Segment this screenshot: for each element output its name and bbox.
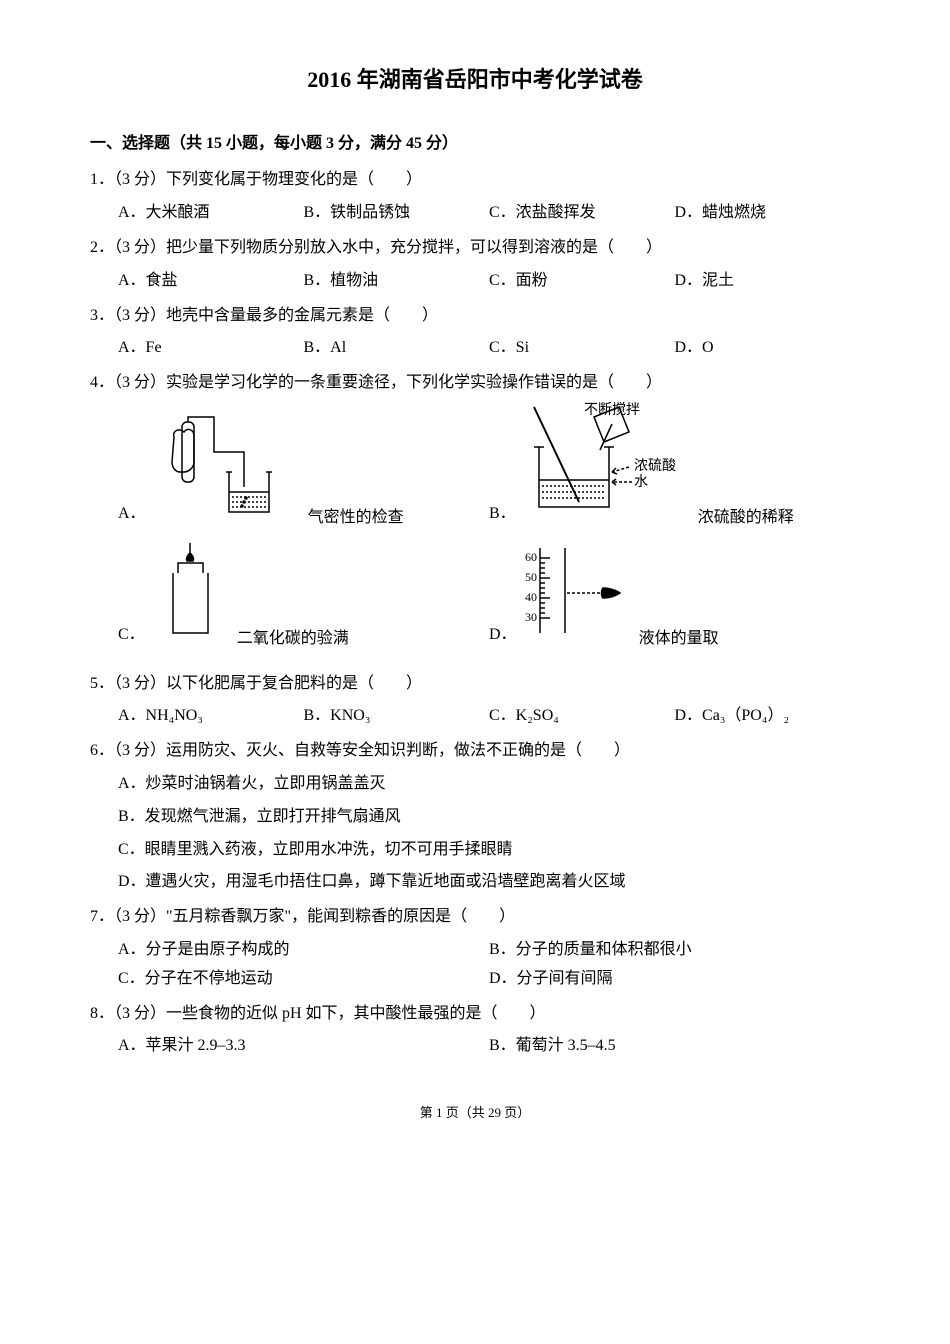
- question-1: 1．（3 分）下列变化属于物理变化的是（ ） A．大米酿酒 B．铁制品锈蚀 C．…: [90, 166, 860, 228]
- question-5: 5．（3 分）以下化肥属于复合肥料的是（ ） A．NH₄NO₃ B．KNO₃ C…: [90, 670, 860, 732]
- q1-options: A．大米酿酒 B．铁制品锈蚀 C．浓盐酸挥发 D．蜡烛燃烧: [90, 199, 860, 228]
- q4-b-letter: B．: [489, 500, 516, 533]
- scale-30: 30: [525, 610, 537, 624]
- q4-d-letter: D．: [489, 621, 517, 654]
- q2-text: 2．（3 分）把少量下列物质分别放入水中，充分搅拌，可以得到溶液的是（ ）: [90, 234, 860, 263]
- q4-d-label: 液体的量取: [639, 625, 719, 654]
- q1-option-c: C．浓盐酸挥发: [489, 199, 675, 228]
- q5-text: 5．（3 分）以下化肥属于复合肥料的是（ ）: [90, 670, 860, 699]
- q7-option-b: B．分子的质量和体积都很小: [489, 936, 860, 965]
- q2-option-c: C．面粉: [489, 267, 675, 296]
- acid-label: 浓硫酸: [634, 458, 676, 474]
- stir-label: 不断搅拌: [584, 402, 640, 418]
- q4-option-b: B．: [489, 402, 860, 533]
- q5-option-a: A．NH₄NO₃: [118, 702, 304, 731]
- question-3: 3．（3 分）地壳中含量最多的金属元素是（ ） A．Fe B．Al C．Si D…: [90, 302, 860, 364]
- scale-60: 60: [525, 550, 537, 564]
- q2-option-d: D．泥土: [675, 267, 861, 296]
- question-4: 4．（3 分）实验是学习化学的一条重要途径，下列化学实验操作错误的是（ ） A．: [90, 369, 860, 663]
- q3-option-b: B．Al: [304, 334, 490, 363]
- page-footer: 第 1 页（共 29 页）: [90, 1101, 860, 1124]
- q7-text: 7．（3 分）"五月粽香飘万家"，能闻到粽香的原因是（ ）: [90, 903, 860, 932]
- question-8: 8．（3 分）一些食物的近似 pH 如下，其中酸性最强的是（ ） A．苹果汁 2…: [90, 1000, 860, 1062]
- q8-options: A．苹果汁 2.9–3.3 B．葡萄汁 3.5–4.5: [90, 1032, 860, 1061]
- scale-50: 50: [525, 570, 537, 584]
- q4-c-letter: C．: [118, 621, 145, 654]
- q8-option-b: B．葡萄汁 3.5–4.5: [489, 1032, 860, 1061]
- q4-option-a: A．: [118, 412, 489, 533]
- q1-text: 1．（3 分）下列变化属于物理变化的是（ ）: [90, 166, 860, 195]
- q3-option-a: A．Fe: [118, 334, 304, 363]
- exam-title: 2016 年湖南省岳阳市中考化学试卷: [90, 60, 860, 100]
- q6-option-a: A．炒菜时油锅着火，立即用锅盖盖灭: [90, 770, 860, 799]
- question-6: 6．（3 分）运用防灾、灭火、自救等安全知识判断，做法不正确的是（ ） A．炒菜…: [90, 737, 860, 897]
- q6-option-d: D．遭遇火灾，用湿毛巾捂住口鼻，蹲下靠近地面或沿墙壁跑离着火区域: [90, 868, 860, 897]
- airtight-check-diagram: [154, 412, 304, 533]
- water-label: 水: [634, 474, 648, 490]
- q5-option-d: D．Ca₃（PO₄）₂: [675, 702, 861, 731]
- q4-text: 4．（3 分）实验是学习化学的一条重要途径，下列化学实验操作错误的是（ ）: [90, 369, 860, 398]
- q7-option-d: D．分子间有间隔: [489, 965, 860, 994]
- scale-40: 40: [525, 590, 537, 604]
- question-7: 7．（3 分）"五月粽香飘万家"，能闻到粽香的原因是（ ） A．分子是由原子构成…: [90, 903, 860, 993]
- q5-option-c: C．K₂SO₄: [489, 702, 675, 731]
- question-2: 2．（3 分）把少量下列物质分别放入水中，充分搅拌，可以得到溶液的是（ ） A．…: [90, 234, 860, 296]
- section-1-header: 一、选择题（共 15 小题，每小题 3 分，满分 45 分）: [90, 130, 860, 159]
- sulfuric-acid-dilution-diagram: 不断搅拌 浓硫酸 水: [524, 402, 694, 533]
- q4-c-label: 二氧化碳的验满: [237, 625, 349, 654]
- q5-options: A．NH₄NO₃ B．KNO₃ C．K₂SO₄ D．Ca₃（PO₄）₂: [90, 702, 860, 731]
- q4-options: A．: [90, 402, 860, 664]
- q2-option-b: B．植物油: [304, 267, 490, 296]
- co2-full-check-diagram: [153, 543, 233, 654]
- q2-option-a: A．食盐: [118, 267, 304, 296]
- q8-text: 8．（3 分）一些食物的近似 pH 如下，其中酸性最强的是（ ）: [90, 1000, 860, 1029]
- q4-option-d: D．: [489, 543, 860, 654]
- q6-option-c: C．眼睛里溅入药液，立即用水冲洗，切不可用手揉眼睛: [90, 836, 860, 865]
- q3-text: 3．（3 分）地壳中含量最多的金属元素是（ ）: [90, 302, 860, 331]
- q6-text: 6．（3 分）运用防灾、灭火、自救等安全知识判断，做法不正确的是（ ）: [90, 737, 860, 766]
- q6-option-b: B．发现燃气泄漏，立即打开排气扇通风: [90, 803, 860, 832]
- q1-option-d: D．蜡烛燃烧: [675, 199, 861, 228]
- q3-option-d: D．O: [675, 334, 861, 363]
- q4-a-label: 气密性的检查: [308, 504, 404, 533]
- q7-options: A．分子是由原子构成的 B．分子的质量和体积都很小 C．分子在不停地运动 D．分…: [90, 936, 860, 994]
- q4-a-letter: A．: [118, 500, 146, 533]
- q3-options: A．Fe B．Al C．Si D．O: [90, 334, 860, 363]
- q7-option-c: C．分子在不停地运动: [118, 965, 489, 994]
- q8-option-a: A．苹果汁 2.9–3.3: [118, 1032, 489, 1061]
- q5-option-b: B．KNO₃: [304, 702, 490, 731]
- q2-options: A．食盐 B．植物油 C．面粉 D．泥土: [90, 267, 860, 296]
- liquid-measure-diagram: 60 50 40 30: [525, 543, 635, 654]
- q4-option-c: C． 二氧化碳的验满: [118, 543, 489, 654]
- q3-option-c: C．Si: [489, 334, 675, 363]
- q4-b-label: 浓硫酸的稀释: [698, 504, 794, 533]
- q1-option-a: A．大米酿酒: [118, 199, 304, 228]
- q7-option-a: A．分子是由原子构成的: [118, 936, 489, 965]
- q1-option-b: B．铁制品锈蚀: [304, 199, 490, 228]
